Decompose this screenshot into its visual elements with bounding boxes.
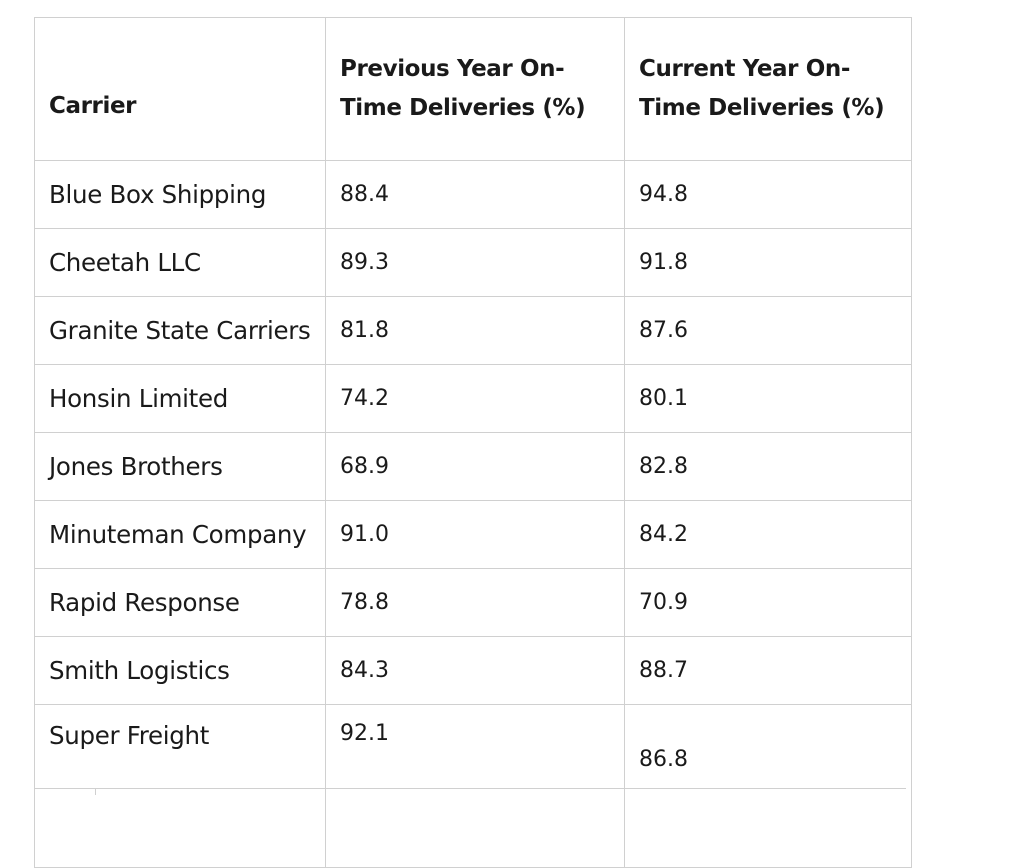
current-year-cell: 80.1 <box>624 364 912 433</box>
table-row: Granite State Carriers 81.8 87.6 <box>34 296 912 365</box>
carrier-cell: Honsin Limited <box>34 364 326 433</box>
current-year-cell: 94.8 <box>624 160 912 229</box>
header-previous-year: Previous Year On-Time Deliveries (%) <box>325 17 625 161</box>
header-carrier: Carrier <box>34 17 326 161</box>
carrier-cell: Minuteman Company <box>34 500 326 569</box>
carrier-cell: Smith Logistics <box>34 636 326 705</box>
previous-year-cell: 84.3 <box>325 636 625 705</box>
table-row: Smith Logistics 84.3 88.7 <box>34 636 912 705</box>
table-header-row: Carrier Previous Year On-Time Deliveries… <box>34 17 912 161</box>
table-row: Blue Box Shipping 88.4 94.8 <box>34 160 912 229</box>
table-row: Cheetah LLC 89.3 91.8 <box>34 228 912 297</box>
previous-year-cell: 91.0 <box>325 500 625 569</box>
previous-year-cell: 89.3 <box>325 228 625 297</box>
previous-year-cell: 81.8 <box>325 296 625 365</box>
previous-year-cell: 68.9 <box>325 432 625 501</box>
previous-year-cell: 92.1 <box>325 704 625 868</box>
previous-year-cell: 88.4 <box>325 160 625 229</box>
header-current-year: Current Year On-Time Deliveries (%) <box>624 17 912 161</box>
deliveries-table-container: Carrier Previous Year On-Time Deliveries… <box>34 17 912 868</box>
carrier-cell: Jones Brothers <box>34 432 326 501</box>
current-year-cell: 70.9 <box>624 568 912 637</box>
carrier-cell: Cheetah LLC <box>34 228 326 297</box>
carrier-cell: Blue Box Shipping <box>34 160 326 229</box>
current-year-cell: 82.8 <box>624 432 912 501</box>
on-time-deliveries-table: Carrier Previous Year On-Time Deliveries… <box>34 17 912 868</box>
carrier-cell: Rapid Response <box>34 568 326 637</box>
current-year-cell: 86.8 <box>624 704 912 868</box>
table-row: Minuteman Company 91.0 84.2 <box>34 500 912 569</box>
current-year-cell: 84.2 <box>624 500 912 569</box>
table-row: Rapid Response 78.8 70.9 <box>34 568 912 637</box>
current-year-cell: 88.7 <box>624 636 912 705</box>
table-row: Jones Brothers 68.9 82.8 <box>34 432 912 501</box>
current-year-cell: 91.8 <box>624 228 912 297</box>
table-bottom-divider <box>34 788 906 789</box>
carrier-cell: Super Freight <box>34 704 326 868</box>
previous-year-cell: 78.8 <box>325 568 625 637</box>
table-row: Honsin Limited 74.2 80.1 <box>34 364 912 433</box>
previous-year-cell: 74.2 <box>325 364 625 433</box>
carrier-cell: Granite State Carriers <box>34 296 326 365</box>
table-bottom-tick <box>95 788 96 795</box>
current-year-cell: 87.6 <box>624 296 912 365</box>
table-row: Super Freight 92.1 86.8 <box>34 704 912 868</box>
